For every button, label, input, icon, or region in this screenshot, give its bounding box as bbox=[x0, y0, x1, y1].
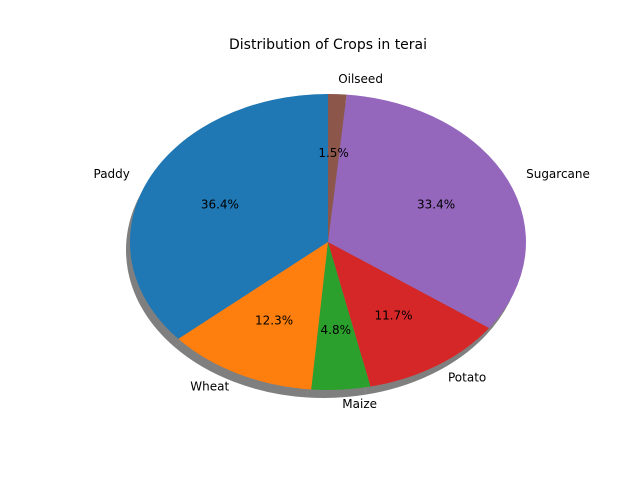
label-potato: Potato bbox=[448, 370, 486, 384]
pie-slices bbox=[129, 94, 526, 390]
label-maize: Maize bbox=[342, 397, 377, 411]
pct-sugarcane: 33.4% bbox=[417, 198, 455, 212]
pct-potato: 11.7% bbox=[374, 309, 412, 323]
label-oilseed: Oilseed bbox=[338, 72, 383, 86]
slice-sugarcane bbox=[328, 94, 526, 328]
slice-oilseed bbox=[328, 94, 347, 242]
label-sugarcane: Sugarcane bbox=[526, 167, 590, 181]
label-wheat: Wheat bbox=[190, 380, 229, 394]
pct-maize: 4.8% bbox=[321, 323, 352, 337]
slice-maize bbox=[311, 242, 371, 390]
slice-wheat bbox=[178, 242, 328, 390]
pct-wheat: 12.3% bbox=[255, 314, 293, 328]
label-paddy: Paddy bbox=[94, 167, 130, 181]
slice-paddy bbox=[129, 94, 328, 339]
slice-potato bbox=[328, 242, 490, 387]
pct-paddy: 36.4% bbox=[201, 198, 239, 212]
chart-title: Distribution of Crops in terai bbox=[229, 37, 427, 53]
pie-labels: Paddy 36.4% Wheat 12.3% Maize 4.8% Potato 11.7%… bbox=[94, 72, 590, 411]
pct-oilseed: 1.5% bbox=[318, 146, 349, 160]
